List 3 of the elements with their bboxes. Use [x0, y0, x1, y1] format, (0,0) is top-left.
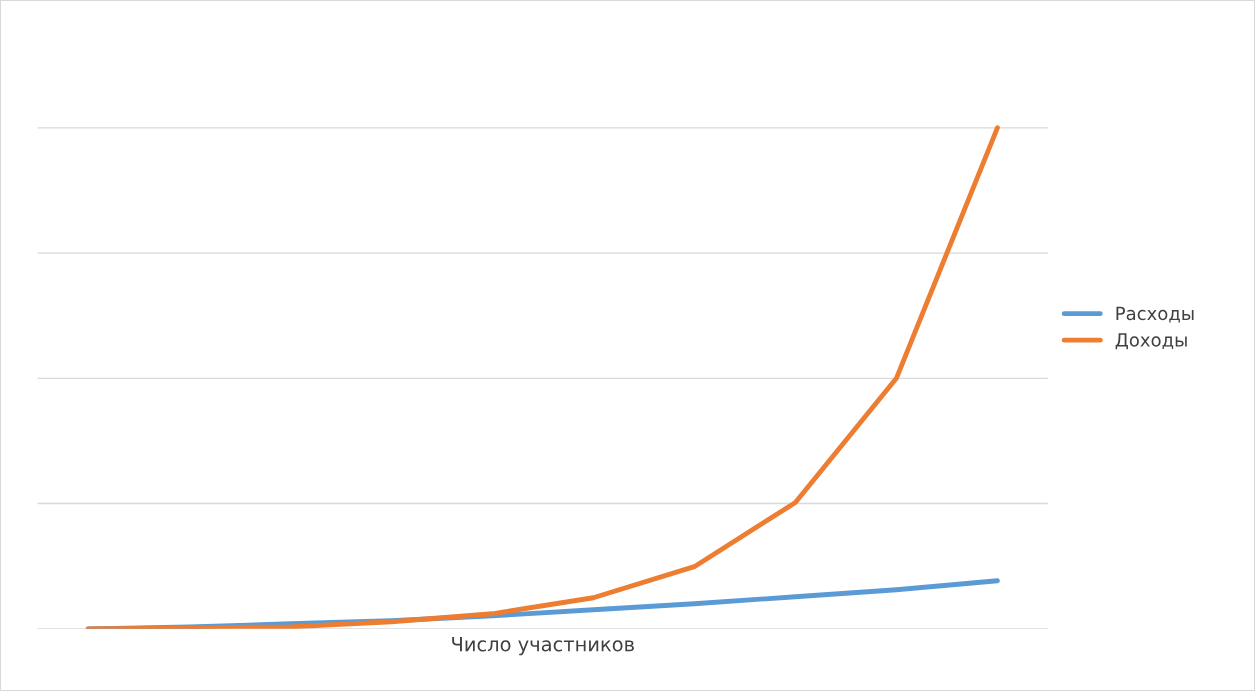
legend-label: Расходы	[1116, 306, 1194, 323]
legend-label: Доходы	[1115, 333, 1187, 350]
x-axis-title: Число участников	[452, 637, 634, 656]
